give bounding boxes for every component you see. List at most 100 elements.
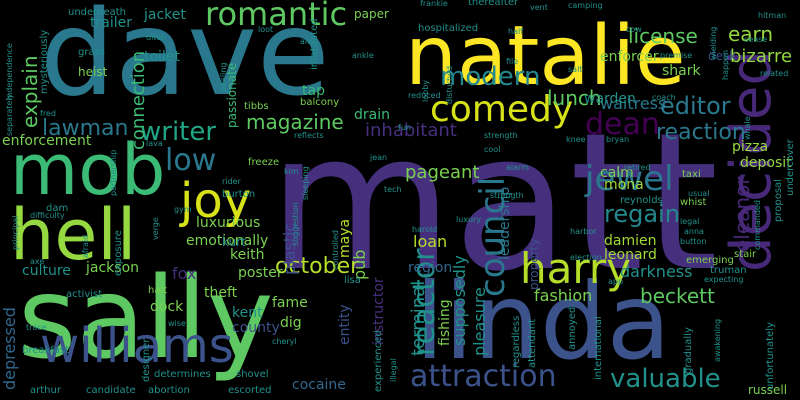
- word-balcony: balcony: [300, 97, 340, 108]
- word-lava: lava: [146, 139, 163, 148]
- word-shark: shark: [662, 63, 701, 79]
- word-knee: knee: [566, 135, 586, 144]
- word-ankle: ankle: [352, 51, 374, 60]
- word-bizarre: bizarre: [730, 46, 793, 67]
- word-sleeping: sleeping: [301, 166, 310, 200]
- word-sally: sally: [18, 254, 274, 384]
- word-leonard: leonard: [604, 247, 657, 263]
- word-app: app: [608, 277, 624, 286]
- word-stair: stair: [734, 249, 757, 260]
- word-russell: russell: [748, 383, 788, 397]
- word-explain: explain: [18, 55, 42, 128]
- word-undercover: undercover: [785, 139, 796, 196]
- word-comedy: comedy: [430, 89, 574, 130]
- word-strength: strength: [484, 131, 518, 140]
- word-fashion: fashion: [534, 286, 593, 305]
- word-regain: regain: [604, 200, 680, 228]
- word-legal: legal: [680, 217, 700, 226]
- word-tap: tap: [302, 83, 325, 99]
- word-mona: mona: [604, 177, 644, 193]
- word-candidate: candidate: [86, 385, 136, 396]
- word-damien: damien: [604, 233, 657, 249]
- word-jewel: jewel: [585, 159, 674, 199]
- word-property: property: [527, 238, 541, 290]
- word-abortion: abortion: [148, 385, 190, 396]
- word-dock: dock: [150, 299, 184, 315]
- word-election: election: [570, 253, 602, 262]
- word-earn: earn: [728, 22, 774, 46]
- word-pleasure: pleasure: [470, 287, 489, 356]
- word-mob: mob: [10, 129, 166, 211]
- word-happen: happen: [721, 49, 730, 80]
- word-arthur: arthur: [30, 385, 61, 396]
- word-paper: paper: [354, 7, 389, 21]
- word-loot: loot: [258, 25, 274, 34]
- word-gradually: gradually: [683, 327, 694, 374]
- word-dealing: dealing: [219, 62, 228, 93]
- word-cease: cease: [744, 35, 768, 44]
- word-october: october: [275, 254, 360, 279]
- word-rider: rider: [222, 177, 241, 186]
- word-exposure: exposure: [113, 230, 124, 276]
- word-harbor: harbor: [570, 227, 597, 236]
- word-luxury: luxury: [456, 215, 482, 224]
- word-suggestion: suggestion: [291, 202, 300, 246]
- word-activist: activist: [66, 289, 103, 300]
- word-premise: premise: [660, 51, 693, 60]
- word-related: related: [760, 69, 789, 78]
- word-warden: warden: [584, 91, 636, 107]
- word-luxurious: luxurious: [196, 215, 261, 231]
- word-culture: culture: [22, 263, 71, 279]
- word-loan: loan: [413, 232, 448, 251]
- word-illegal: illegal: [389, 358, 398, 382]
- word-dean: dean: [585, 107, 660, 142]
- word-coach: coach: [652, 93, 676, 102]
- word-fame: fame: [272, 295, 308, 311]
- word-whist: whist: [680, 197, 707, 208]
- word-reduced: reduced: [408, 91, 441, 100]
- word-partnership: partnership: [109, 149, 118, 196]
- word-trailer: trailer: [90, 15, 132, 31]
- word-inhabitant: inhabitant: [365, 120, 457, 141]
- word-writer: writer: [140, 117, 217, 147]
- word-kim: kim: [284, 167, 299, 176]
- word-ditch: ditch: [146, 33, 166, 42]
- word-dig: dig: [280, 315, 302, 331]
- word-principal: principal: [11, 215, 20, 250]
- word-county: county: [232, 320, 280, 336]
- word-fishing: fishing: [437, 299, 453, 346]
- word-verge: verge: [151, 217, 160, 240]
- word-editor: editor: [660, 92, 731, 120]
- word-cow: cow: [626, 25, 642, 34]
- word-waitress: waitress: [600, 94, 667, 113]
- word-proposal: proposal: [773, 179, 784, 222]
- word-breakfast: breakfast: [22, 345, 70, 356]
- word-supposedly: supposedly: [450, 255, 469, 346]
- word-jean: jean: [370, 153, 388, 162]
- word-retired: retired: [624, 163, 651, 172]
- word-pageant: pageant: [405, 162, 480, 183]
- word-thereafter: thereafter: [468, 0, 519, 8]
- word-toilet: toilet: [144, 49, 180, 65]
- word-mysteriously: mysteriously: [39, 29, 50, 94]
- word-connection: connection: [128, 50, 149, 150]
- word-harry: harry: [520, 244, 632, 293]
- word-kurt: kurt: [222, 235, 246, 249]
- word-experienced: experienced: [373, 330, 384, 392]
- word-low: low: [165, 143, 217, 178]
- word-unfortunately: unfortunately: [765, 322, 776, 390]
- word-emotionally: emotionally: [186, 233, 269, 249]
- word-anna: anna: [684, 227, 704, 236]
- word-matt: matt: [268, 92, 719, 313]
- word-commanded: commanded: [753, 200, 762, 250]
- word-button: button: [680, 237, 707, 246]
- word-attendant: attendant: [527, 318, 538, 368]
- word-reynolds: reynolds: [620, 195, 663, 206]
- word-cocaine: cocaine: [292, 377, 346, 393]
- word-depressed: depressed: [0, 307, 19, 390]
- word-hospitalized: hospitalized: [418, 23, 479, 34]
- word-attraction: attraction: [410, 359, 557, 394]
- word-bryan: bryan: [606, 135, 630, 144]
- word-difficulty: difficulty: [30, 211, 65, 220]
